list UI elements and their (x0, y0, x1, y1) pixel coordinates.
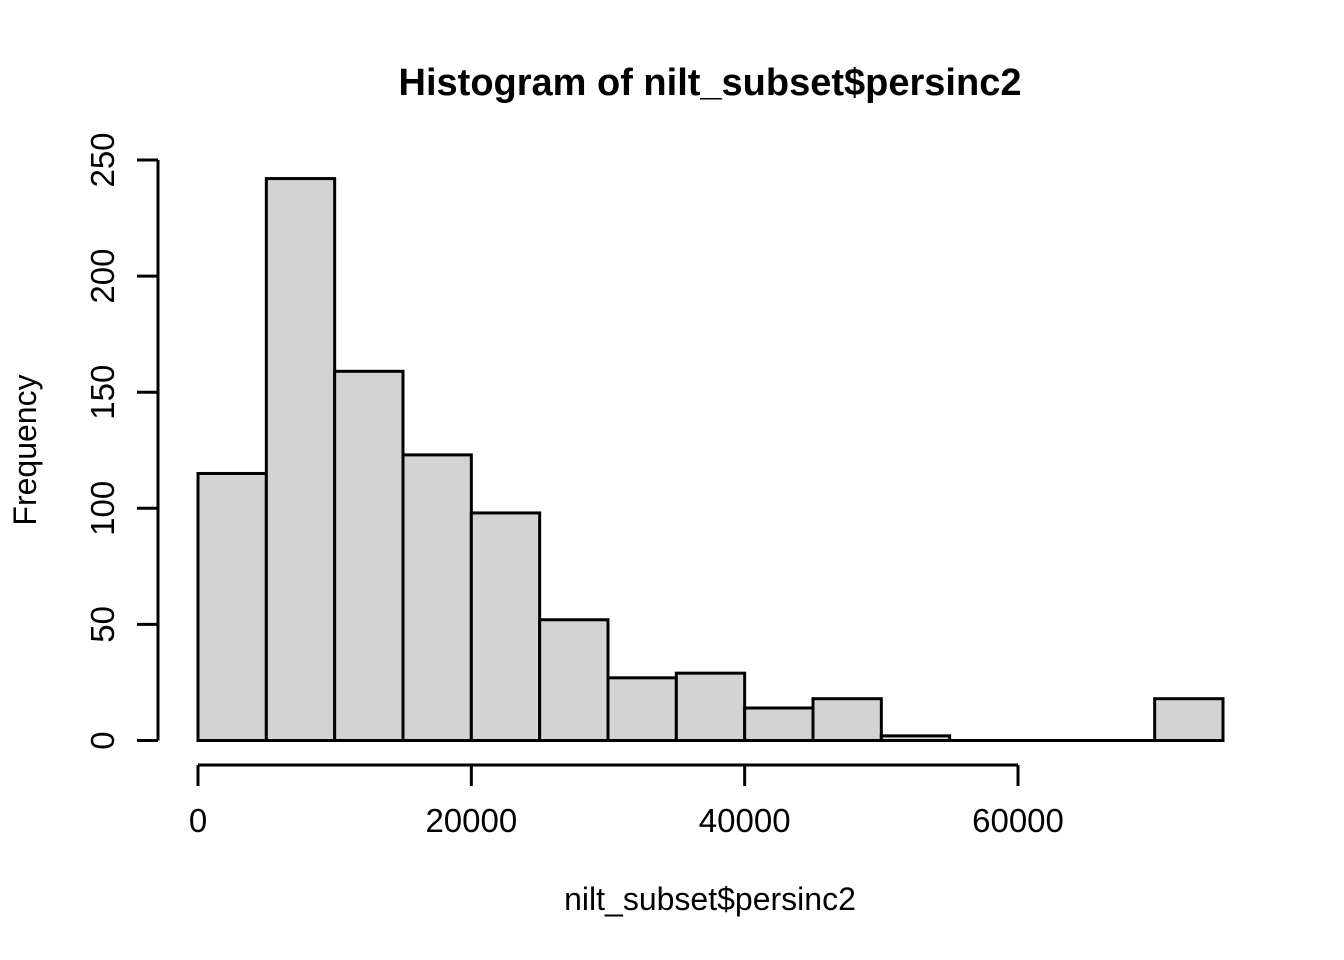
x-axis: 0 20000 40000 60000 (189, 763, 1064, 839)
x-tick-label-0: 0 (189, 802, 207, 839)
y-tick-label-4: 200 (84, 249, 121, 304)
x-tick-label-3: 60000 (972, 802, 1064, 839)
y-tick-label-0: 0 (84, 731, 121, 749)
histogram-bar-9 (811, 697, 883, 742)
y-tick-label-5: 250 (84, 132, 121, 187)
bars-group (196, 177, 1225, 743)
y-tick-label-2: 100 (84, 481, 121, 536)
y-axis: 0 50 100 150 200 250 (84, 132, 160, 750)
x-axis-label: nilt_subset$persinc2 (564, 881, 856, 917)
histogram-bar-1 (264, 177, 337, 743)
histogram-bar-10 (879, 734, 952, 743)
histogram-bar-2 (333, 369, 405, 742)
x-tick-label-2: 40000 (699, 802, 791, 839)
y-tick-label-1: 50 (84, 606, 121, 643)
histogram-bar-4 (469, 511, 542, 742)
y-tick-label-3: 150 (84, 365, 121, 420)
histogram-bar-14 (1153, 697, 1225, 742)
histogram-bar-6 (606, 676, 678, 743)
histogram-bar-7 (674, 671, 747, 742)
chart-title: Histogram of nilt_subset$persinc2 (399, 62, 1022, 104)
x-tick-label-1: 20000 (425, 802, 517, 839)
histogram-bar-8 (743, 706, 815, 743)
histogram-bar-3 (401, 453, 473, 742)
y-axis-label: Frequency (7, 374, 43, 525)
histogram-bar-0 (196, 471, 268, 742)
histogram-bar-5 (538, 618, 610, 742)
